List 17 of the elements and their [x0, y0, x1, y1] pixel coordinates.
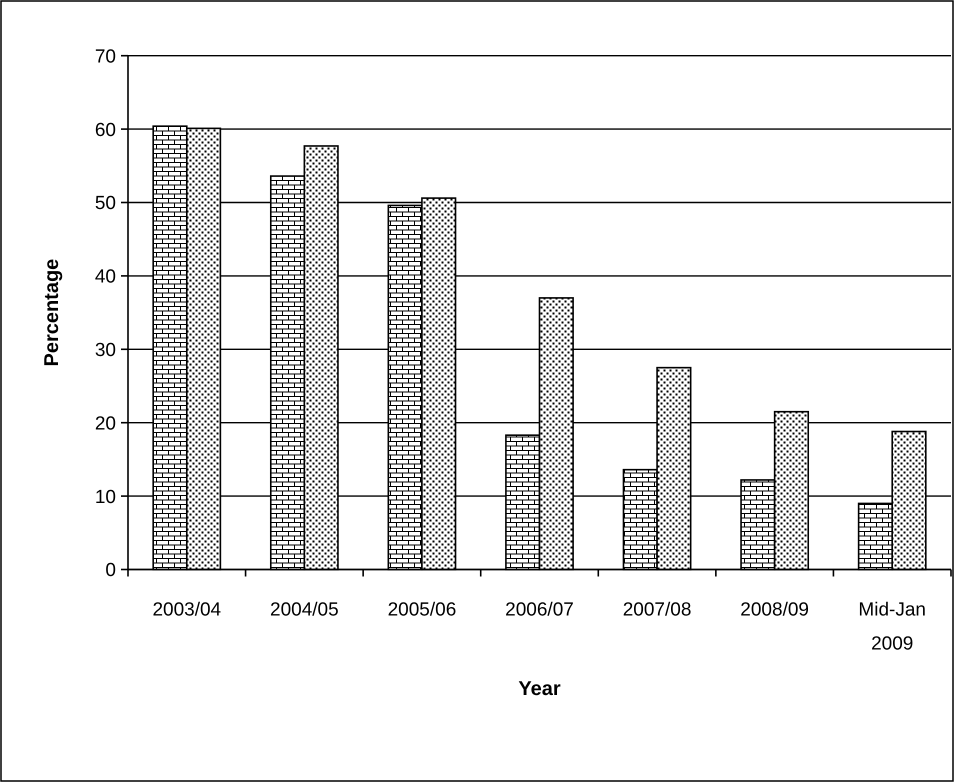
y-axis-title: Percentage: [41, 258, 63, 367]
y-tick-label: 50: [94, 193, 116, 214]
y-tick-label: 40: [94, 266, 116, 288]
x-tick-label: 2004/05: [270, 600, 339, 620]
y-tick-label: 10: [94, 486, 116, 508]
y-tick-label: 0: [105, 560, 116, 582]
x-tick-label: 2003/04: [152, 600, 222, 620]
y-tick-label: 60: [94, 120, 116, 141]
x-tick-label: 2008/09: [740, 600, 809, 620]
y-tick-label: 20: [94, 413, 116, 434]
x-tick-label: Mid-Jan 2009: [858, 600, 926, 654]
x-tick-label: 2007/08: [622, 600, 692, 620]
x-tick-label: 2005/06: [388, 600, 456, 620]
y-tick-label: 30: [94, 340, 116, 361]
x-tick-label: 2006/07: [505, 600, 574, 620]
y-tick-label: 70: [94, 46, 116, 68]
x-axis-title: Year: [518, 678, 561, 700]
